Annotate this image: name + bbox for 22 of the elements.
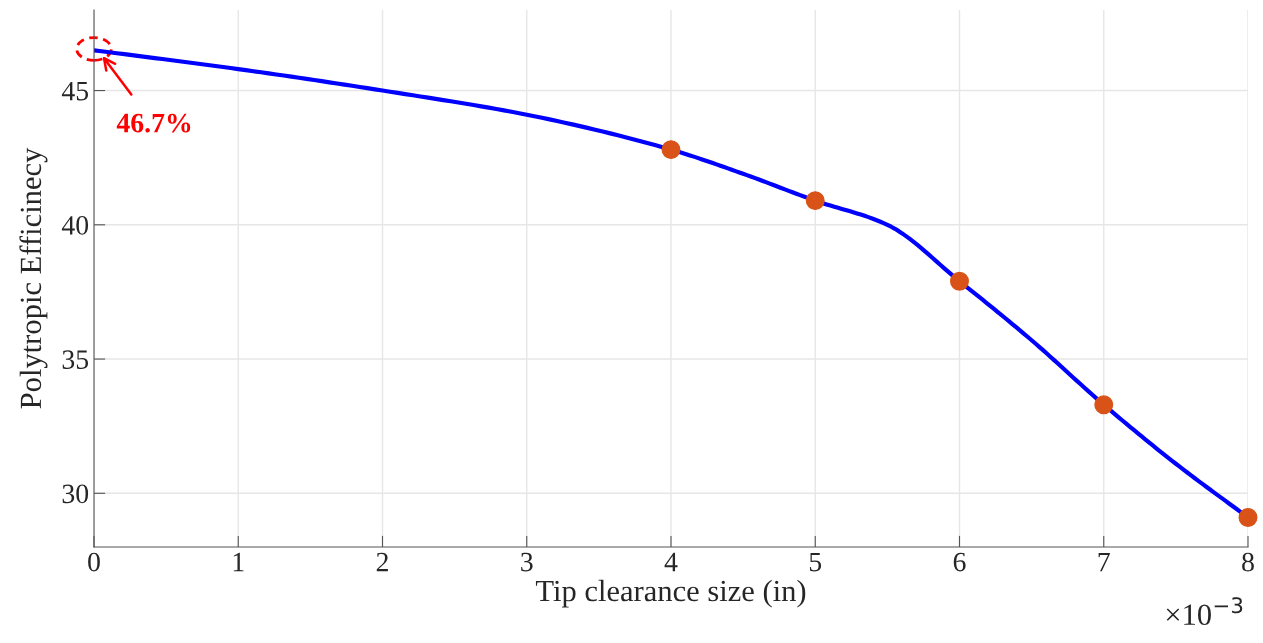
- point: [1238, 507, 1258, 527]
- x-tick-label: 8: [1242, 552, 1254, 572]
- x-tick-label: 2: [376, 552, 388, 572]
- x-tick-label: 7: [1098, 552, 1110, 572]
- y-tick-label: 30: [62, 484, 89, 504]
- y-tick-label: 35: [62, 350, 89, 369]
- x-tick-label: 0: [88, 552, 100, 572]
- y-axis-title: Polytropic Efficinecy: [19, 147, 48, 409]
- x-tick-label: 5: [809, 552, 822, 572]
- x-tick-label: 3: [521, 552, 533, 572]
- x-axis-title: Tip clearance size (in): [535, 579, 806, 608]
- point: [805, 191, 825, 211]
- x-tick-label: 4: [664, 552, 678, 572]
- annotation: 46.7%: [116, 113, 191, 133]
- point: [950, 271, 969, 291]
- y-tick-label: 40: [61, 215, 89, 235]
- y-tick-label: 45: [61, 81, 89, 101]
- point: [661, 140, 681, 160]
- x-tick-label: 6: [953, 552, 966, 572]
- x-tick-label: 1: [233, 552, 244, 572]
- point: [1094, 395, 1114, 415]
- text: ×10$^{−3}$: [1166, 597, 1243, 626]
